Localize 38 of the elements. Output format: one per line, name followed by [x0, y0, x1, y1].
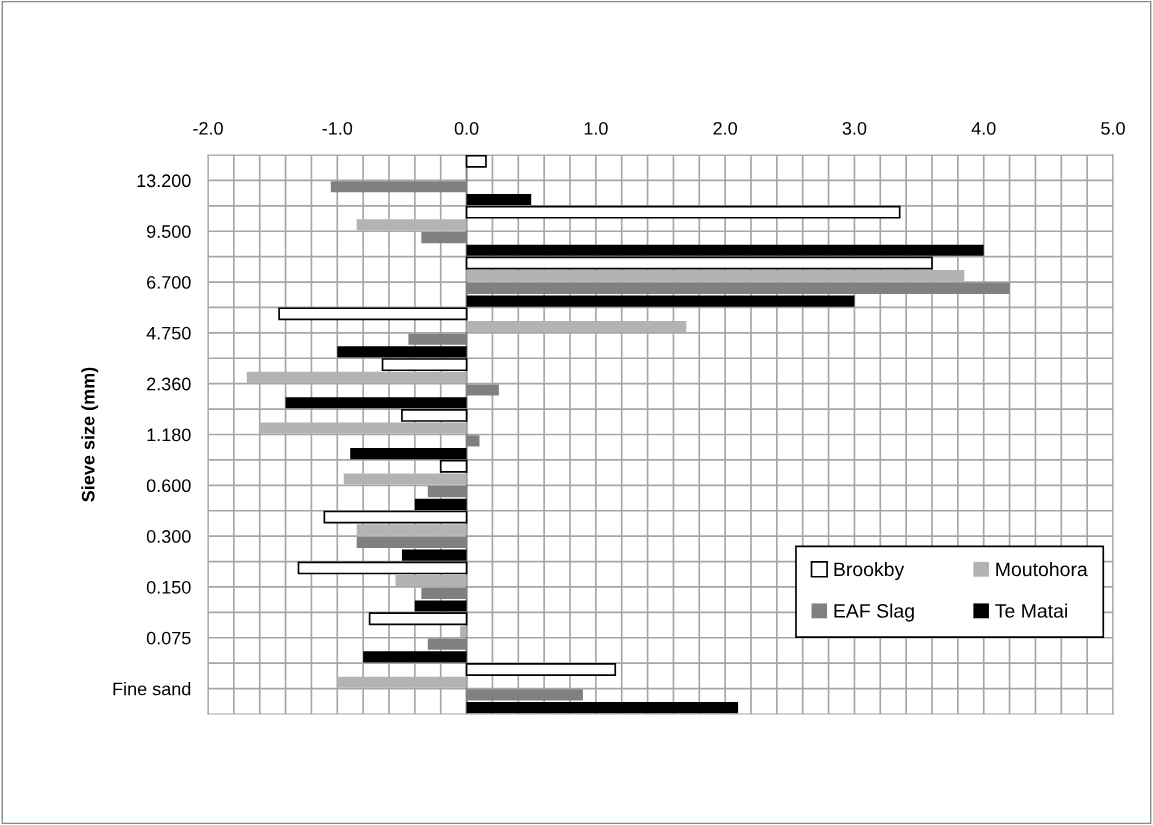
bar — [466, 270, 965, 282]
bar — [466, 320, 687, 333]
bar — [395, 575, 467, 587]
bar — [460, 625, 467, 638]
y-tick-label: 0.300 — [146, 530, 191, 543]
x-tick-label: 3.0 — [842, 121, 867, 135]
bar — [278, 307, 468, 321]
y-tick-label: 1.180 — [147, 428, 191, 442]
x-tick-label: 0.0 — [454, 121, 479, 135]
y-tick-label: 6.700 — [147, 275, 191, 289]
bar — [356, 219, 467, 231]
x-tick-label: -2.0 — [193, 121, 223, 135]
y-tick-label: Fine sand — [113, 682, 191, 696]
x-tick-label: 2.0 — [713, 121, 737, 135]
bar — [259, 422, 467, 434]
legend-label: Te Matai — [995, 603, 1067, 618]
y-tick-label: 0.600 — [146, 479, 191, 493]
bar — [466, 702, 739, 714]
bar — [466, 295, 855, 307]
x-tick-label: 5.0 — [1101, 121, 1125, 135]
y-tick-label: 4.750 — [146, 326, 191, 340]
legend-label: Moutohora — [996, 561, 1088, 577]
x-tick-label: 4.0 — [971, 121, 996, 135]
bar — [356, 524, 467, 536]
bar — [343, 473, 467, 485]
x-tick-label: 1.0 — [584, 121, 608, 135]
x-tick-label: -1.0 — [322, 121, 353, 135]
bar — [246, 371, 467, 383]
y-axis-title: Sieve size (mm) — [81, 367, 99, 502]
bar — [337, 676, 467, 688]
y-tick-label: 2.360 — [147, 377, 191, 391]
bar — [465, 155, 487, 168]
y-tick-label: 0.075 — [146, 631, 191, 645]
y-tick-label: 0.150 — [146, 580, 191, 594]
y-tick-label: 13.200 — [137, 174, 191, 188]
y-tick-label: 9.500 — [147, 225, 191, 238]
legend-label: Brookby — [834, 561, 905, 581]
legend-label: EAF Slag — [834, 603, 914, 622]
